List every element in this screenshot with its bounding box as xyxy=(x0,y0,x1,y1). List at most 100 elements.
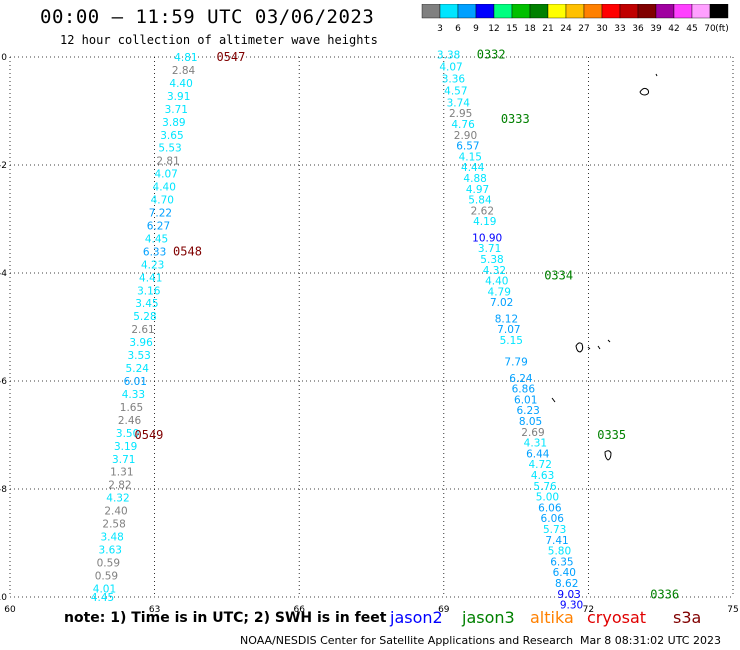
wave-height-point: 4.97 xyxy=(466,184,489,196)
page-title: 00:00 – 11:59 UTC 03/06/2023 xyxy=(40,6,375,28)
colorbar-label: 15 xyxy=(506,24,517,34)
wave-height-point: 3.53 xyxy=(127,350,150,362)
wave-height-point: 3.74 xyxy=(447,97,471,109)
colorbar-label: 21 xyxy=(542,24,553,34)
wave-height-point: 2.82 xyxy=(108,480,131,492)
wave-height-point: 3.19 xyxy=(114,441,137,453)
x-tick-label: 63 xyxy=(149,605,160,615)
wave-height-point: 6.24 xyxy=(509,373,533,385)
wave-height-point: 4.32 xyxy=(483,265,506,277)
colorbar-label: 27 xyxy=(578,24,589,34)
mission-s3a: s3a xyxy=(673,608,702,627)
wave-height-point: 1.65 xyxy=(120,402,143,414)
wave-height-point: 4.01 xyxy=(93,583,116,595)
colorbar-legend: 3 6 9 12 15 18 21 24 27 30 33 36 39 42 45 70 (ft) xyxy=(421,4,729,34)
grid xyxy=(9,56,734,598)
wave-height-point: 0.59 xyxy=(95,570,118,582)
wave-height-point: 0.59 xyxy=(97,557,120,569)
wave-height-point: 3.48 xyxy=(100,532,123,544)
footer-note: note: 1) Time is in UTC; 2) SWH is in fe… xyxy=(64,610,387,626)
wave-height-point: 7.79 xyxy=(504,357,527,369)
wave-height-point: 7.22 xyxy=(149,208,172,220)
wave-height-point: 5.84 xyxy=(468,195,492,207)
wave-height-point: 3.91 xyxy=(167,91,190,103)
wave-height-point: 6.86 xyxy=(512,384,536,396)
wave-height-point: 7.07 xyxy=(497,324,520,336)
wave-height-point: 4.40 xyxy=(153,182,176,194)
wave-height-point: 3.50 xyxy=(116,428,139,440)
wave-height-point: 2.95 xyxy=(449,108,472,120)
wave-height-point: 4.15 xyxy=(459,151,482,163)
wave-height-point: 7.02 xyxy=(490,297,513,309)
wave-height-point: 4.81 xyxy=(174,52,197,64)
time-label: 0334 xyxy=(544,269,573,283)
island-shape xyxy=(575,339,611,353)
wave-height-point: 4.45 xyxy=(145,233,168,245)
colorbar-label: 3 xyxy=(437,24,443,34)
wave-height-point: 5.73 xyxy=(543,524,566,536)
island-shape xyxy=(604,450,612,461)
mission-altika: altika xyxy=(530,608,574,627)
wave-height-point: 3.71 xyxy=(165,104,188,116)
y-tick-label: -8 xyxy=(0,485,7,495)
colorbar-label: 30 xyxy=(596,24,608,34)
wave-height-point: 3.38 xyxy=(437,49,460,61)
wave-height-point: 4.23 xyxy=(141,259,164,271)
colorbar-label: 36 xyxy=(632,24,644,34)
wave-height-point: 2.84 xyxy=(172,65,196,77)
y-tick-label: -2 xyxy=(0,161,7,171)
colorbar-unit: (ft) xyxy=(715,24,729,34)
wave-height-point: 2.81 xyxy=(156,156,179,168)
island-shape xyxy=(639,87,650,96)
colorbar-swatch xyxy=(709,4,729,19)
y-tick-label: -10 xyxy=(0,593,7,603)
wave-height-point: 3.71 xyxy=(478,243,501,255)
wave-height-point: 9.03 xyxy=(557,589,580,601)
wave-height-point: 2.58 xyxy=(102,519,125,531)
coastline xyxy=(551,73,658,461)
wave-height-point: 9.30 xyxy=(560,600,583,612)
wave-height-point: 5.28 xyxy=(133,311,156,323)
y-tick-label: -6 xyxy=(0,377,7,387)
wave-height-point: 6.01 xyxy=(124,376,147,388)
wave-height-point: 4.40 xyxy=(169,78,192,90)
wave-height-point: 4.72 xyxy=(529,459,552,471)
x-tick-label: 69 xyxy=(438,605,450,615)
satellite-track: 4.812.844.403.913.713.893.655.532.814.07… xyxy=(91,50,245,604)
time-label: 0335 xyxy=(597,428,626,442)
wave-height-point: 3.36 xyxy=(442,74,466,86)
wave-height-point: 8.05 xyxy=(519,416,542,428)
mission-cryosat: cryosat xyxy=(587,608,647,627)
wave-height-point: 2.62 xyxy=(471,205,494,217)
wave-height-point: 2.69 xyxy=(521,427,544,439)
wave-height-point: 4.41 xyxy=(139,272,162,284)
wave-height-point: 2.61 xyxy=(131,324,154,336)
wave-height-point: 6.23 xyxy=(516,405,539,417)
time-label: 0549 xyxy=(135,428,164,442)
x-tick-label: 66 xyxy=(293,605,305,615)
wave-height-point: 10.90 xyxy=(472,232,502,244)
wave-height-point: 4.31 xyxy=(524,438,547,450)
colorbar-label: 70 xyxy=(704,24,716,34)
colorbar-label: 24 xyxy=(560,24,572,34)
wave-height-point: 6.57 xyxy=(456,141,479,153)
wave-height-point: 4.76 xyxy=(451,119,475,131)
wave-height-point: 3.89 xyxy=(162,117,185,129)
time-label: 0336 xyxy=(650,587,679,601)
wave-height-point: 8.12 xyxy=(495,313,518,325)
colorbar-label: 18 xyxy=(524,24,536,34)
wave-height-point: 5.76 xyxy=(533,481,557,493)
wave-height-point: 3.71 xyxy=(112,454,135,466)
footer-timestamp: Mar 8 08:31:02 UTC 2023 xyxy=(580,634,721,647)
x-tick-label: 75 xyxy=(727,605,738,615)
wave-height-point: 4.45 xyxy=(91,592,114,604)
wave-height-point: 6.44 xyxy=(526,448,550,460)
satellite-track: 3.384.073.364.573.742.954.762.906.574.15… xyxy=(437,47,679,611)
time-label: 0548 xyxy=(173,244,202,258)
wave-height-point: 4.57 xyxy=(444,85,467,97)
time-label: 0332 xyxy=(477,47,506,61)
wave-height-point: 5.80 xyxy=(548,546,571,558)
wave-height-point: 4.19 xyxy=(473,216,496,228)
